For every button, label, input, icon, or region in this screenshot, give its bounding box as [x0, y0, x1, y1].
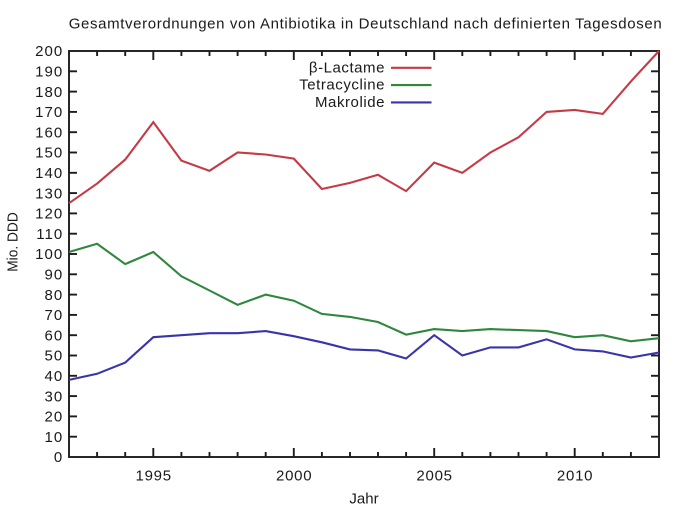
svg-text:20: 20: [45, 409, 64, 426]
svg-text:Makrolide: Makrolide: [315, 94, 385, 111]
svg-text:β-Lactame: β-Lactame: [309, 59, 385, 76]
svg-text:170: 170: [35, 104, 63, 121]
svg-text:0: 0: [54, 449, 63, 466]
svg-text:50: 50: [45, 348, 64, 365]
svg-text:180: 180: [35, 84, 63, 101]
svg-text:160: 160: [35, 124, 63, 141]
svg-text:150: 150: [35, 145, 63, 162]
svg-text:100: 100: [35, 246, 63, 263]
svg-text:90: 90: [45, 267, 64, 284]
svg-text:10: 10: [45, 429, 64, 446]
svg-text:Mio. DDD: Mio. DDD: [5, 212, 22, 272]
svg-text:2005: 2005: [416, 467, 452, 484]
svg-text:Gesamtverordnungen von Antibio: Gesamtverordnungen von Antibiotika in De…: [69, 16, 663, 33]
svg-text:Jahr: Jahr: [349, 491, 378, 508]
svg-text:30: 30: [45, 388, 64, 405]
svg-text:60: 60: [45, 327, 64, 344]
svg-text:2010: 2010: [557, 467, 593, 484]
svg-text:1995: 1995: [136, 467, 172, 484]
svg-text:200: 200: [35, 43, 63, 60]
svg-text:190: 190: [35, 64, 63, 81]
svg-text:140: 140: [35, 165, 63, 182]
svg-text:40: 40: [45, 368, 64, 385]
svg-text:Tetracycline: Tetracycline: [299, 77, 385, 94]
svg-text:70: 70: [45, 307, 64, 324]
svg-text:80: 80: [45, 287, 64, 304]
svg-text:2000: 2000: [276, 467, 312, 484]
svg-text:110: 110: [36, 226, 63, 243]
svg-text:120: 120: [35, 206, 63, 223]
svg-text:130: 130: [35, 185, 63, 202]
